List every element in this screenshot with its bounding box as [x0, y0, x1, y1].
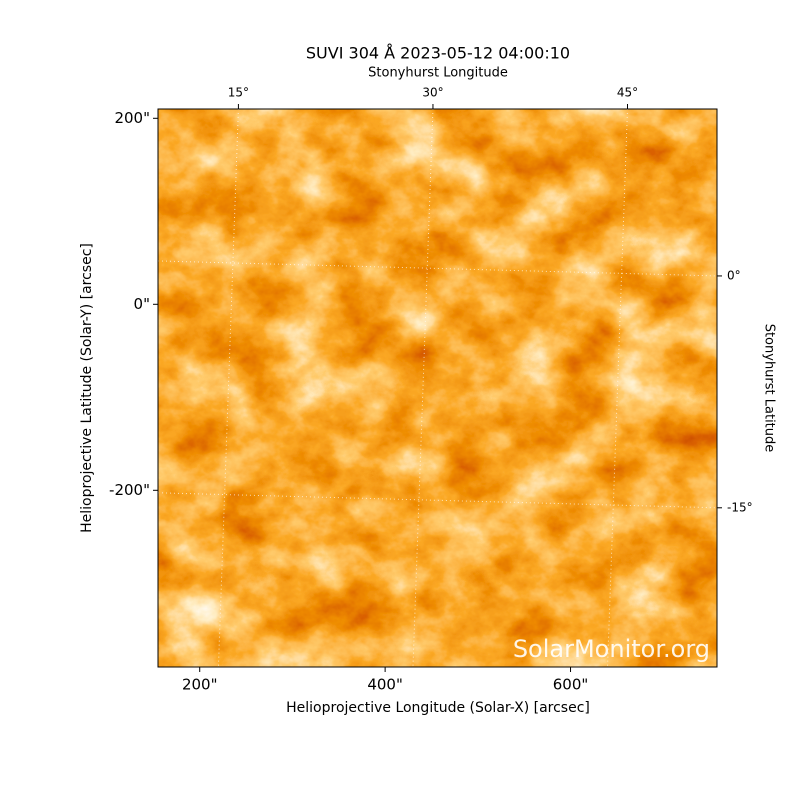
- watermark: SolarMonitor.org: [513, 635, 710, 663]
- y-tick-label: 200": [114, 109, 150, 127]
- y-label: Helioprojective Latitude (Solar-Y) [arcs…: [79, 243, 95, 533]
- x2-label: Stonyhurst Longitude: [368, 66, 508, 81]
- y2-tick-label: 0°: [727, 268, 741, 282]
- x-tick-label: 600": [553, 676, 589, 694]
- x2-tick-label: 30°: [422, 86, 443, 100]
- y-tick-label: 0": [134, 295, 150, 313]
- x2-tick-label: 15°: [228, 86, 249, 100]
- x-label: Helioprojective Longitude (Solar-X) [arc…: [286, 700, 590, 716]
- solar-image: [158, 109, 717, 667]
- x-tick-label: 400": [367, 676, 403, 694]
- y-tick-label: -200": [109, 481, 150, 499]
- y2-tick-label: -15°: [727, 500, 753, 514]
- y2-label: Stonyhurst Latitude: [762, 324, 777, 453]
- chart-title: SUVI 304 Å 2023-05-12 04:00:10: [306, 44, 570, 63]
- x2-tick-label: 45°: [617, 86, 638, 100]
- x-tick-label: 200": [182, 676, 218, 694]
- plot-frame: [157, 108, 718, 668]
